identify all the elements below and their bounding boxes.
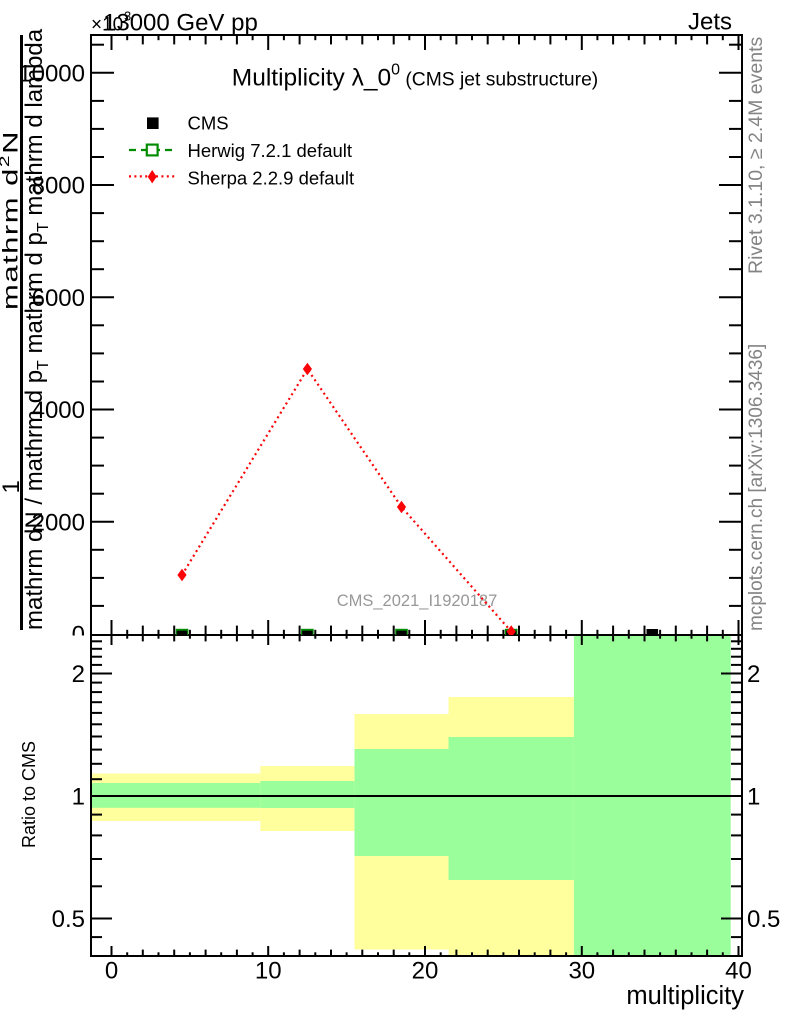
svg-text:6000: 6000 bbox=[32, 285, 85, 312]
svg-text:mathrm dN / mathrm d pT mathrm: mathrm dN / mathrm d pT mathrm d pT math… bbox=[21, 28, 52, 630]
svg-text:1: 1 bbox=[0, 480, 25, 493]
svg-text:40: 40 bbox=[725, 958, 752, 985]
svg-text:30: 30 bbox=[568, 958, 595, 985]
svg-text:0.5: 0.5 bbox=[747, 906, 780, 933]
svg-text:0: 0 bbox=[105, 958, 118, 985]
svg-text:13000 GeV pp: 13000 GeV pp bbox=[103, 10, 258, 37]
svg-text:0.5: 0.5 bbox=[52, 906, 85, 933]
svg-text:3: 3 bbox=[124, 9, 131, 24]
svg-text:10: 10 bbox=[255, 958, 282, 985]
svg-text:20: 20 bbox=[412, 958, 439, 985]
svg-text:multiplicity: multiplicity bbox=[626, 982, 744, 1010]
svg-text:CMS: CMS bbox=[188, 113, 229, 134]
svg-text:Jets: Jets bbox=[688, 9, 732, 36]
svg-text:CMS_2021_I1920187: CMS_2021_I1920187 bbox=[337, 592, 498, 610]
svg-text:mathrm d2N: mathrm d2N bbox=[0, 130, 22, 310]
svg-text:2000: 2000 bbox=[32, 509, 85, 536]
svg-text:Herwig 7.2.1 default: Herwig 7.2.1 default bbox=[188, 140, 353, 161]
svg-text:Sherpa 2.2.9 default: Sherpa 2.2.9 default bbox=[188, 168, 355, 189]
svg-text:Ratio to CMS: Ratio to CMS bbox=[19, 741, 39, 848]
svg-text:10000: 10000 bbox=[18, 60, 85, 87]
svg-text:Rivet 3.1.10, ≥ 2.4M events: Rivet 3.1.10, ≥ 2.4M events bbox=[745, 37, 767, 274]
svg-text:×10: ×10 bbox=[91, 15, 123, 36]
svg-text:0: 0 bbox=[72, 622, 85, 649]
svg-text:4000: 4000 bbox=[32, 397, 85, 424]
svg-text:2: 2 bbox=[72, 661, 85, 688]
svg-text:Multiplicity λ_00 (CMS jet sub: Multiplicity λ_00 (CMS jet substructure) bbox=[232, 62, 598, 92]
svg-text:1: 1 bbox=[747, 784, 760, 811]
svg-text:8000: 8000 bbox=[32, 173, 85, 200]
svg-text:1: 1 bbox=[72, 784, 85, 811]
svg-text:mcplots.cern.ch [arXiv:1306.34: mcplots.cern.ch [arXiv:1306.3436] bbox=[746, 344, 767, 631]
svg-text:2: 2 bbox=[747, 661, 760, 688]
